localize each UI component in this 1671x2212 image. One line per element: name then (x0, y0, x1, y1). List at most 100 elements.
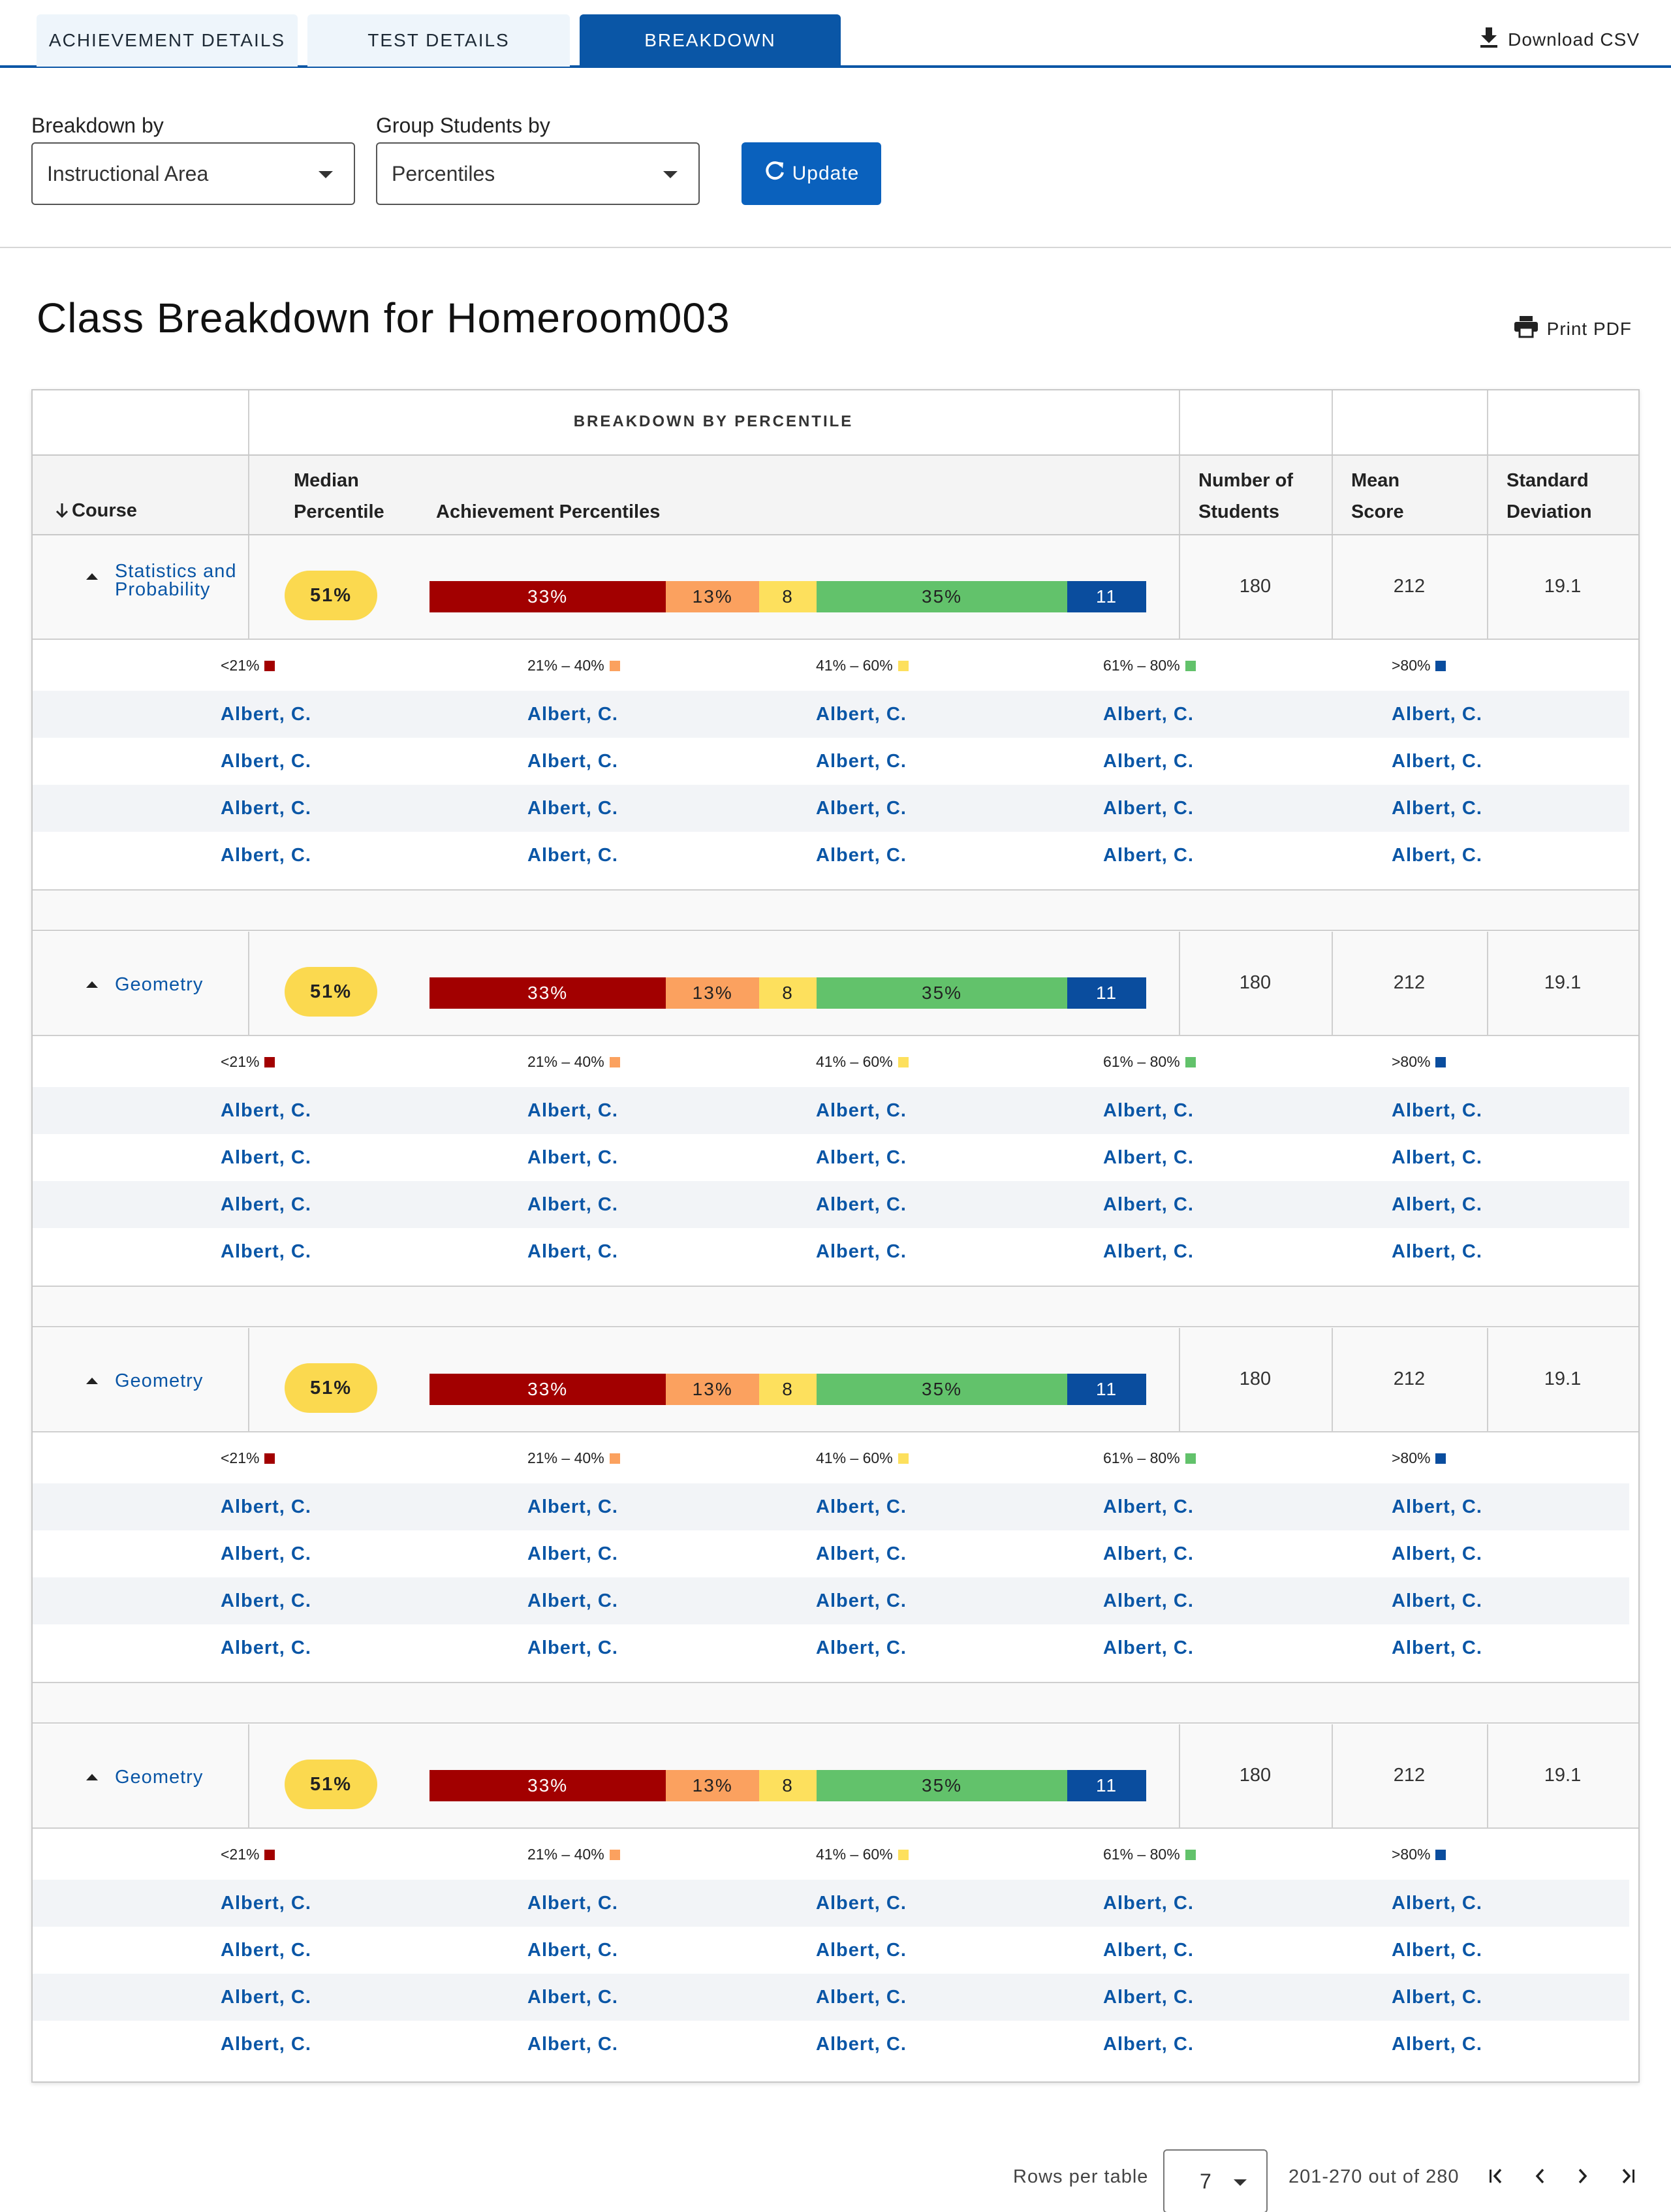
student-name-link[interactable]: Albert, C. (816, 1940, 907, 1961)
student-name-link[interactable]: Albert, C. (221, 798, 311, 819)
student-name-link[interactable]: Albert, C. (527, 1496, 618, 1517)
student-name-link[interactable]: Albert, C. (1392, 1940, 1482, 1961)
student-name-link[interactable]: Albert, C. (1103, 1543, 1194, 1564)
student-name-link[interactable]: Albert, C. (1103, 1147, 1194, 1168)
print-pdf-button[interactable]: Print PDF (1513, 315, 1632, 343)
student-name-link[interactable]: Albert, C. (1392, 1893, 1482, 1914)
student-name-link[interactable]: Albert, C. (1392, 1543, 1482, 1564)
student-name-link[interactable]: Albert, C. (221, 1543, 311, 1564)
student-name-link[interactable]: Albert, C. (816, 1637, 907, 1658)
rows-per-table-select[interactable]: 7 (1163, 2149, 1268, 2212)
student-name-link[interactable]: Albert, C. (1392, 1590, 1482, 1611)
student-name-link[interactable]: Albert, C. (1392, 1637, 1482, 1658)
student-name-link[interactable]: Albert, C. (1392, 798, 1482, 819)
student-name-link[interactable]: Albert, C. (816, 1987, 907, 2008)
student-name-link[interactable]: Albert, C. (527, 1940, 618, 1961)
student-name-link[interactable]: Albert, C. (1103, 1987, 1194, 2008)
student-name-link[interactable]: Albert, C. (1103, 1590, 1194, 1611)
first-page-icon[interactable] (1483, 2160, 1509, 2192)
student-name-link[interactable]: Albert, C. (816, 2034, 907, 2055)
student-name-link[interactable]: Albert, C. (527, 1987, 618, 2008)
breakdown-by-select[interactable]: Instructional Area (31, 142, 355, 205)
student-name-link[interactable]: Albert, C. (221, 1496, 311, 1517)
student-name-link[interactable]: Albert, C. (527, 845, 618, 866)
student-name-link[interactable]: Albert, C. (816, 845, 907, 866)
tab-achievement-details[interactable]: ACHIEVEMENT DETAILS (37, 14, 298, 67)
course-name-link[interactable]: Geometry (115, 1370, 204, 1391)
student-name-link[interactable]: Albert, C. (527, 1590, 618, 1611)
student-name-link[interactable]: Albert, C. (527, 1241, 618, 1262)
student-name-link[interactable]: Albert, C. (221, 845, 311, 866)
student-name-link[interactable]: Albert, C. (1392, 704, 1482, 725)
student-name-link[interactable]: Albert, C. (221, 2034, 311, 2055)
student-name-link[interactable]: Albert, C. (527, 704, 618, 725)
student-name-link[interactable]: Albert, C. (816, 1194, 907, 1215)
next-page-icon[interactable] (1569, 2160, 1595, 2192)
student-name-link[interactable]: Albert, C. (221, 1241, 311, 1262)
course-name-link[interactable]: Statistics and (115, 561, 237, 582)
student-name-link[interactable]: Albert, C. (221, 751, 311, 772)
student-name-link[interactable]: Albert, C. (1103, 1940, 1194, 1961)
student-name-link[interactable]: Albert, C. (1103, 845, 1194, 866)
student-name-link[interactable]: Albert, C. (1103, 704, 1194, 725)
student-name-link[interactable]: Albert, C. (1103, 1241, 1194, 1262)
course-name-link[interactable]: Geometry (115, 1767, 204, 1788)
student-name-link[interactable]: Albert, C. (816, 1590, 907, 1611)
student-name-link[interactable]: Albert, C. (816, 704, 907, 725)
student-name-link[interactable]: Albert, C. (1103, 798, 1194, 819)
download-csv-button[interactable]: Download CSV (1479, 26, 1640, 53)
group-by-select[interactable]: Percentiles (376, 142, 700, 205)
student-name-link[interactable]: Albert, C. (221, 1893, 311, 1914)
student-name-link[interactable]: Albert, C. (221, 1100, 311, 1121)
student-name-link[interactable]: Albert, C. (527, 2034, 618, 2055)
student-name-link[interactable]: Albert, C. (1103, 1496, 1194, 1517)
student-name-link[interactable]: Albert, C. (816, 1241, 907, 1262)
student-name-link[interactable]: Albert, C. (221, 1590, 311, 1611)
student-name-link[interactable]: Albert, C. (221, 1147, 311, 1168)
student-name-link[interactable]: Albert, C. (816, 1543, 907, 1564)
student-name-link[interactable]: Albert, C. (1392, 1241, 1482, 1262)
student-name-link[interactable]: Albert, C. (816, 798, 907, 819)
student-name-link[interactable]: Albert, C. (1392, 1194, 1482, 1215)
collapse-arrow-icon[interactable] (86, 573, 98, 580)
student-name-link[interactable]: Albert, C. (1103, 1893, 1194, 1914)
update-button[interactable]: Update (742, 142, 881, 205)
collapse-arrow-icon[interactable] (86, 981, 98, 988)
student-name-link[interactable]: Albert, C. (527, 1637, 618, 1658)
student-name-link[interactable]: Albert, C. (1392, 1496, 1482, 1517)
student-name-link[interactable]: Albert, C. (816, 1893, 907, 1914)
last-page-icon[interactable] (1615, 2160, 1641, 2192)
previous-page-icon[interactable] (1527, 2160, 1554, 2192)
student-name-link[interactable]: Albert, C. (1392, 1147, 1482, 1168)
course-name-link[interactable]: Geometry (115, 974, 204, 995)
tab-test-details[interactable]: TEST DETAILS (307, 14, 570, 67)
student-name-link[interactable]: Albert, C. (527, 1893, 618, 1914)
collapse-arrow-icon[interactable] (86, 1774, 98, 1780)
student-name-link[interactable]: Albert, C. (1392, 1987, 1482, 2008)
student-name-link[interactable]: Albert, C. (1103, 751, 1194, 772)
student-name-link[interactable]: Albert, C. (1103, 2034, 1194, 2055)
collapse-arrow-icon[interactable] (86, 1378, 98, 1384)
student-name-link[interactable]: Albert, C. (1103, 1100, 1194, 1121)
student-name-link[interactable]: Albert, C. (221, 1194, 311, 1215)
student-name-link[interactable]: Albert, C. (816, 1496, 907, 1517)
student-name-link[interactable]: Albert, C. (1103, 1637, 1194, 1658)
student-name-link[interactable]: Albert, C. (1392, 845, 1482, 866)
sort-course-header[interactable]: Course (55, 495, 137, 526)
student-name-link[interactable]: Albert, C. (816, 1147, 907, 1168)
student-name-link[interactable]: Albert, C. (527, 798, 618, 819)
student-name-link[interactable]: Albert, C. (1103, 1194, 1194, 1215)
student-name-link[interactable]: Albert, C. (527, 1100, 618, 1121)
student-name-link[interactable]: Albert, C. (221, 1987, 311, 2008)
student-name-link[interactable]: Albert, C. (1392, 2034, 1482, 2055)
student-name-link[interactable]: Albert, C. (221, 1637, 311, 1658)
student-name-link[interactable]: Albert, C. (1392, 751, 1482, 772)
student-name-link[interactable]: Albert, C. (221, 1940, 311, 1961)
student-name-link[interactable]: Albert, C. (527, 1543, 618, 1564)
student-name-link[interactable]: Albert, C. (816, 1100, 907, 1121)
student-name-link[interactable]: Albert, C. (527, 751, 618, 772)
student-name-link[interactable]: Albert, C. (527, 1194, 618, 1215)
course-name-link-line2[interactable]: Probability (115, 579, 211, 600)
student-name-link[interactable]: Albert, C. (221, 704, 311, 725)
tab-breakdown[interactable]: BREAKDOWN (580, 14, 841, 67)
